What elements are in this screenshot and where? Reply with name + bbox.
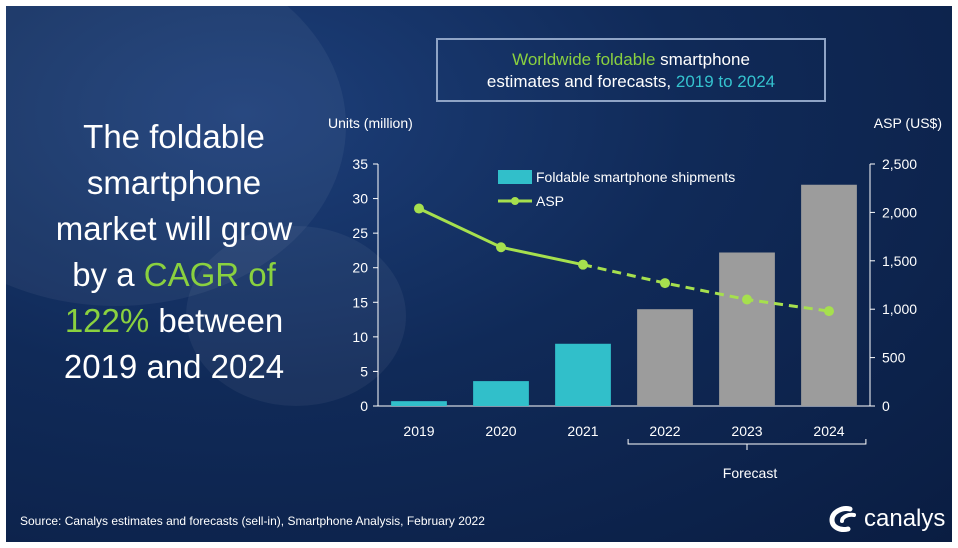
bar-2019 [391, 401, 447, 406]
left-tick-label: 20 [352, 260, 368, 276]
chart-title-line-1: Worldwide foldable smartphone [438, 49, 824, 71]
x-tick-label: 2024 [813, 423, 844, 439]
asp-line-actual [418, 207, 584, 267]
forecast-bracket [627, 439, 867, 450]
x-tick-label: 2023 [731, 423, 762, 439]
asp-point-2021 [578, 259, 588, 270]
chart-title-box: Worldwide foldable smartphone estimates … [436, 38, 826, 102]
bar-2021 [555, 343, 611, 406]
bar-2023 [719, 252, 775, 406]
right-tick-label: 2,000 [882, 204, 917, 220]
headline-line-4-text: by a [72, 256, 144, 293]
headline-line-3: market will grow [55, 210, 293, 247]
headline-line-1: The foldable [83, 118, 265, 155]
chart-title-subtext: estimates and forecasts, [486, 72, 676, 91]
left-tick-label: 5 [360, 363, 368, 379]
headline-line-5: 122% between [24, 298, 324, 344]
left-tick-label: 0 [360, 398, 368, 414]
asp-line-forecast [582, 263, 830, 313]
right-tick-label: 500 [882, 350, 906, 366]
bar-2024 [801, 184, 857, 406]
right-tick-label: 1,500 [882, 253, 917, 269]
asp-point-2023 [742, 294, 752, 305]
right-axis-label: ASP (US$) [874, 115, 942, 131]
chart-title-highlight: Worldwide foldable [512, 50, 656, 69]
asp-point-2020 [496, 242, 506, 253]
headline-line-6: 2019 and 2024 [63, 348, 285, 385]
right-tick-label: 2,500 [882, 156, 917, 172]
background-swoosh-2 [186, 226, 406, 406]
headline-cagr-highlight: CAGR of [143, 256, 276, 293]
asp-point-2024 [824, 306, 834, 317]
chart-title-line-2: estimates and forecasts, 2019 to 2024 [438, 71, 824, 93]
headline-line-5-text: between [149, 302, 284, 339]
legend-bar-swatch [498, 170, 532, 184]
x-tick-label: 2022 [649, 423, 680, 439]
asp-point-2022 [660, 278, 670, 289]
forecast-label: Forecast [723, 465, 778, 481]
chart-title-years: 2019 to 2024 [675, 72, 776, 91]
asp-point-2019 [414, 203, 424, 214]
left-tick-label: 10 [352, 329, 368, 345]
legend-line-label: ASP [536, 193, 564, 209]
headline-line-4: by a CAGR of [24, 252, 324, 298]
chart-title-text: smartphone [655, 50, 750, 69]
left-tick-label: 35 [352, 156, 368, 172]
brand-logo: canalys [828, 502, 948, 536]
bar-2020 [473, 381, 529, 406]
x-tick-label: 2019 [403, 423, 434, 439]
headline-percent-highlight: 122% [64, 302, 150, 339]
headline: The foldable smartphone market will grow… [24, 114, 324, 390]
bar-2022 [637, 309, 693, 406]
canalys-logo-icon [829, 506, 856, 532]
left-tick-label: 25 [352, 225, 368, 241]
headline-line-2: smartphone [86, 164, 262, 201]
left-tick-label: 30 [352, 191, 368, 207]
infographic-frame: The foldable smartphone market will grow… [6, 6, 952, 542]
right-tick-label: 0 [882, 398, 890, 414]
left-axis-label: Units (million) [328, 115, 413, 131]
x-tick-label: 2020 [485, 423, 516, 439]
plot-area: 0 5 10 15 20 25 30 35 0 500 1,000 1,500 2,000 2,500 20… [352, 156, 917, 450]
brand-name: canalys [864, 505, 946, 532]
x-tick-label: 2021 [567, 423, 598, 439]
left-tick-label: 15 [352, 294, 368, 310]
right-tick-label: 1,000 [882, 301, 917, 317]
chart-svg: Units (million) ASP (US$) 0 5 10 15 20 25 30 35… [328, 115, 942, 481]
source-note: Source: Canalys estimates and forecasts … [20, 514, 485, 528]
legend-line-marker [511, 197, 519, 205]
legend-bar-label: Foldable smartphone shipments [536, 169, 735, 185]
